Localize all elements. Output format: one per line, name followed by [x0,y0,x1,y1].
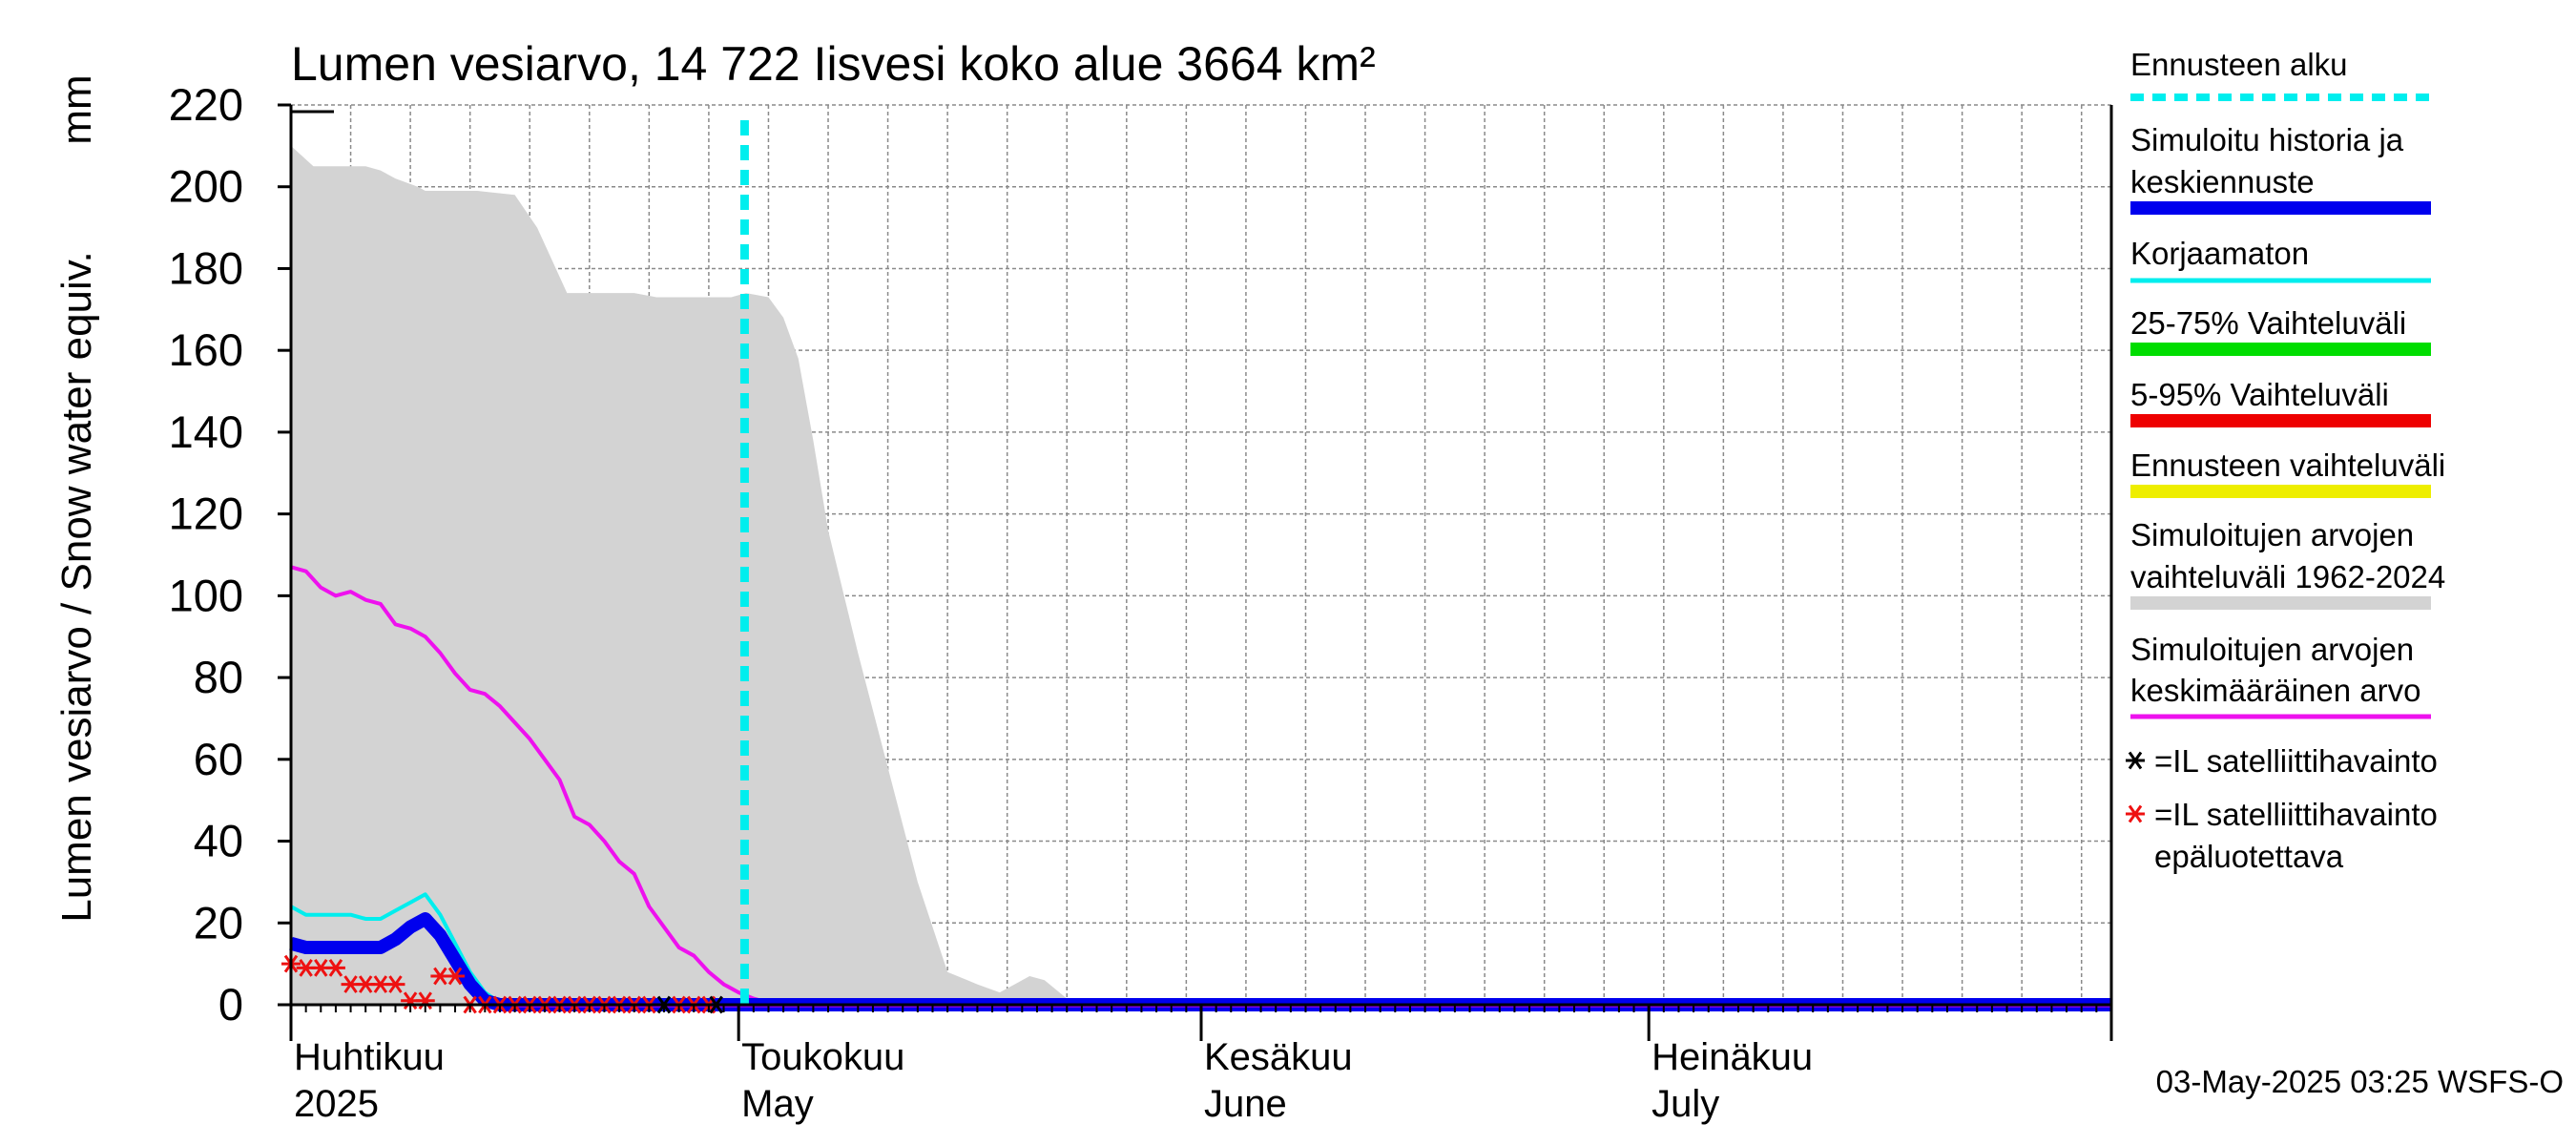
x-month-sublabel: July [1652,1083,1719,1125]
y-tick-label: 100 [169,570,243,620]
y-tick-label: 60 [194,734,243,784]
legend-item: Simuloitujen arvojen vaihteluväli 1962-20… [2130,517,2445,610]
footer-timestamp: 03-May-2025 03:25 WSFS-O [2156,1064,2564,1099]
y-tick-label: 0 [218,979,243,1030]
marker-stroke [2128,751,2143,770]
x-month-sublabel: 2025 [294,1083,379,1125]
x-month-label: Heinäkuu [1652,1036,1813,1078]
marker-stroke [433,967,447,986]
x-month-sublabel: May [741,1083,814,1125]
y-tick-label: 180 [169,242,243,293]
legend-label: 25-75% Vaihteluväli [2130,305,2406,341]
range-band-area [291,145,2111,1005]
obs-unreliable-marker [385,975,405,993]
y-tick-label: 80 [194,652,243,702]
marker-stroke [358,975,373,993]
range-band [291,145,2111,1005]
legend-label: =IL satelliittihavainto [2154,797,2438,832]
legend-item: 25-75% Vaihteluväli [2130,305,2431,356]
legend-label: vaihteluväli 1962-2024 [2130,559,2445,594]
legend-item: Korjaamaton [2130,236,2431,283]
legend-marker [2126,804,2145,823]
marker-stroke [373,975,388,993]
marker-stroke [447,967,463,986]
x-month-label: Kesäkuu [1204,1036,1353,1078]
legend-label: Ennusteen vaihteluväli [2130,448,2445,483]
legend: Ennusteen alku Simuloitu historia ja keski… [2126,47,2445,874]
legend-item: Simuloitujen arvojen keskimääräinen arvo [2130,632,2431,719]
legend-label: Simuloitu historia ja [2130,122,2404,157]
y-axis-label: Lumen vesiarvo / Snow water equiv. [53,251,100,923]
y-tick-label: 120 [169,489,243,539]
legend-label: 5-95% Vaihteluväli [2130,377,2389,412]
legend-label: keskiennuste [2130,164,2315,199]
legend-marker [2126,751,2145,770]
y-unit-label: mm [53,74,100,144]
chart-title: Lumen vesiarvo, 14 722 Iisvesi koko alue… [291,37,1376,91]
legend-label: Ennusteen alku [2130,47,2348,82]
marker-stroke [343,975,358,993]
marker-stroke [388,975,403,993]
x-month-sublabel: June [1204,1083,1287,1125]
marker-stroke [314,959,328,977]
legend-label: Simuloitujen arvojen [2130,632,2414,667]
marker-stroke [299,959,313,977]
legend-item: Ennusteen vaihteluväli [2130,448,2445,498]
marker-stroke [328,959,343,977]
y-tick-label: 220 [169,79,243,130]
legend-item: =IL satelliittihavainto epäluotettava [2126,797,2438,874]
legend-item: Simuloitu historia ja keskiennuste [2130,122,2431,215]
y-tick-label: 140 [169,406,243,457]
y-tick-label: 40 [194,816,243,866]
legend-item: 5-95% Vaihteluväli [2130,377,2431,427]
x-month-label: Huhtikuu [294,1036,445,1078]
y-tick-label: 20 [194,897,243,947]
legend-label: epäluotettava [2154,839,2344,874]
x-month-label: Toukokuu [741,1036,904,1078]
series-line-mean [290,565,2111,1007]
legend-label: =IL satelliittihavainto [2154,743,2438,779]
obs-unreliable-marker [325,959,345,977]
axes: 0 20 40 60 80 100 120 140 160 180 200 220 Huhtikuu 20… [169,79,2113,1125]
legend-label: Korjaamaton [2130,236,2309,271]
y-tick-label: 200 [169,161,243,212]
y-tick-label: 160 [169,324,243,375]
obs-unreliable-marker [446,967,466,986]
legend-item: Ennusteen alku [2130,47,2431,101]
marker-stroke [2128,804,2143,823]
legend-item: =IL satelliittihavainto [2126,743,2438,779]
legend-label: keskimääräinen arvo [2130,673,2420,708]
legend-label: Simuloitujen arvojen [2130,517,2414,552]
series-line-median [289,911,2111,1011]
